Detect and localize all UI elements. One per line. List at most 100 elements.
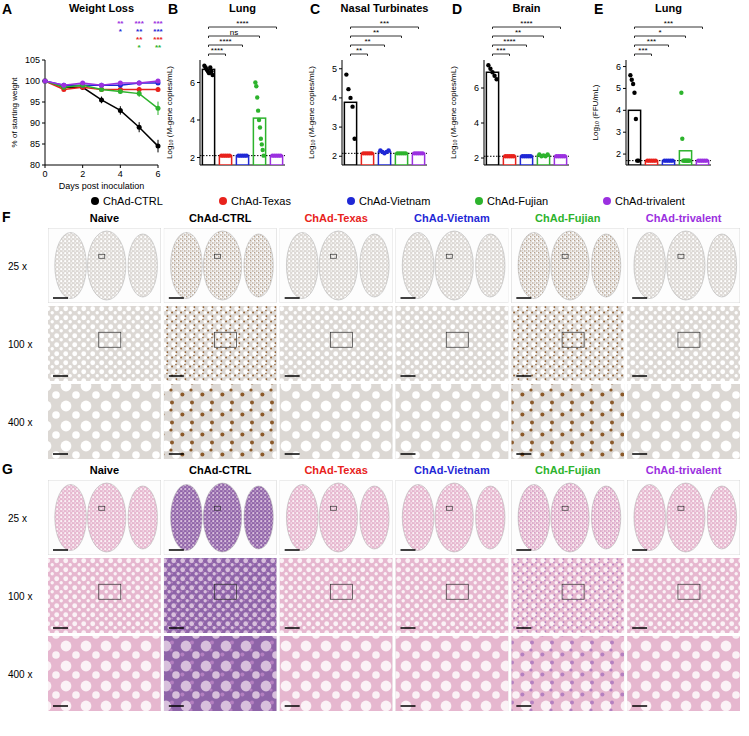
scale-bar <box>401 453 416 455</box>
micrograph-frame <box>396 480 509 555</box>
lung-lobe <box>634 485 666 551</box>
scale-bar <box>401 705 416 707</box>
scale-bar <box>401 297 416 299</box>
lung-lobe <box>551 231 589 300</box>
micrograph <box>396 636 509 711</box>
y-axis-title: Log₁₀ (M-gene copies/mL) <box>449 66 458 159</box>
lung-lobe <box>55 233 87 299</box>
panel-letter: A <box>2 1 12 17</box>
inset-box <box>99 332 121 347</box>
plot-area <box>43 79 161 153</box>
scale-bar <box>169 627 184 629</box>
y-tick-label: 2 <box>474 153 479 163</box>
tissue <box>164 384 277 459</box>
x-tick-label: 4 <box>118 169 123 179</box>
series-marker <box>156 144 161 149</box>
lung-lobe <box>319 231 357 300</box>
micrograph <box>48 558 161 633</box>
micrograph <box>164 228 277 303</box>
scale-bar <box>53 375 68 377</box>
scale-bar <box>632 453 647 455</box>
micrograph <box>280 384 393 459</box>
scale-bar <box>285 453 300 455</box>
data-point <box>254 84 258 88</box>
panel-letter: E <box>594 1 603 17</box>
scale-bar <box>285 627 300 629</box>
lung-lobe <box>171 485 203 551</box>
scale-bar <box>169 705 184 707</box>
legend-marker <box>603 197 611 205</box>
y-tick-label: 100 <box>25 76 40 86</box>
tissue <box>164 558 277 633</box>
inset-box <box>215 506 221 510</box>
micrograph <box>48 228 161 303</box>
micrograph <box>511 384 624 459</box>
column-header: ChAd-CTRL <box>189 212 252 224</box>
micrograph-frame <box>48 636 161 711</box>
y-tick-label: 4 <box>190 115 195 125</box>
y-tick-label: 6 <box>190 78 195 88</box>
tissue <box>627 636 740 711</box>
micrograph-frame <box>511 558 624 633</box>
y-tick-label: 105 <box>25 55 40 65</box>
panel-title: Lung <box>655 2 682 14</box>
panel-title: Lung <box>229 2 256 14</box>
micrograph-frame <box>48 228 161 303</box>
micrograph <box>280 228 393 303</box>
data-point <box>634 117 638 121</box>
inset-box <box>562 584 584 599</box>
column-header: ChAd-CTRL <box>189 464 252 476</box>
lung-lobe <box>55 485 87 551</box>
data-point <box>403 151 407 155</box>
data-point <box>346 87 350 91</box>
y-tick <box>197 82 200 83</box>
data-point <box>209 69 213 73</box>
series-marker <box>156 106 161 111</box>
comparison-label: ns <box>230 28 238 37</box>
inset-box <box>678 506 684 510</box>
plot-area <box>626 73 711 165</box>
comparison-label: *** <box>380 19 389 28</box>
scale-bar <box>169 453 184 455</box>
y-tick <box>42 60 45 61</box>
data-point <box>386 148 390 152</box>
y-tick-label: 95 <box>30 97 40 107</box>
comparison-label: *** <box>664 19 673 28</box>
tissue <box>396 306 509 381</box>
inset-box <box>446 584 468 599</box>
y-axis-title: Log₁₀ (FFU/mL) <box>591 84 600 140</box>
lung-lobe <box>476 486 505 549</box>
inset-box <box>446 254 452 258</box>
tissue <box>511 558 624 633</box>
inset-box <box>330 332 352 347</box>
y-tick <box>339 97 342 98</box>
column-header: ChAd-Vietnam <box>414 212 490 224</box>
comparison-label: **** <box>503 37 515 46</box>
micrograph-frame <box>48 384 161 459</box>
tissue <box>280 384 393 459</box>
data-point <box>632 91 636 95</box>
panel-letter: D <box>452 1 462 17</box>
comparison-label: **** <box>219 37 231 46</box>
x-tick-label: 2 <box>80 169 85 179</box>
column-header: ChAd-trivalent <box>646 212 722 224</box>
comparison-label: **** <box>236 19 248 28</box>
series-marker <box>43 79 48 84</box>
inset-box <box>446 506 452 510</box>
y-tick-label: 80 <box>30 160 40 170</box>
scale-bar <box>632 627 647 629</box>
tissue <box>48 636 161 711</box>
column-header: ChAd-Fujian <box>535 212 601 224</box>
data-point <box>630 77 634 81</box>
data-point <box>261 148 265 152</box>
data-point <box>227 153 231 157</box>
series-marker <box>43 79 48 84</box>
micrograph <box>164 636 277 711</box>
data-point <box>653 158 657 162</box>
tissue <box>280 558 393 633</box>
micrograph-frame <box>164 558 277 633</box>
data-point <box>562 154 566 158</box>
series-marker <box>43 79 48 84</box>
bar <box>344 102 356 165</box>
micrograph <box>48 636 161 711</box>
